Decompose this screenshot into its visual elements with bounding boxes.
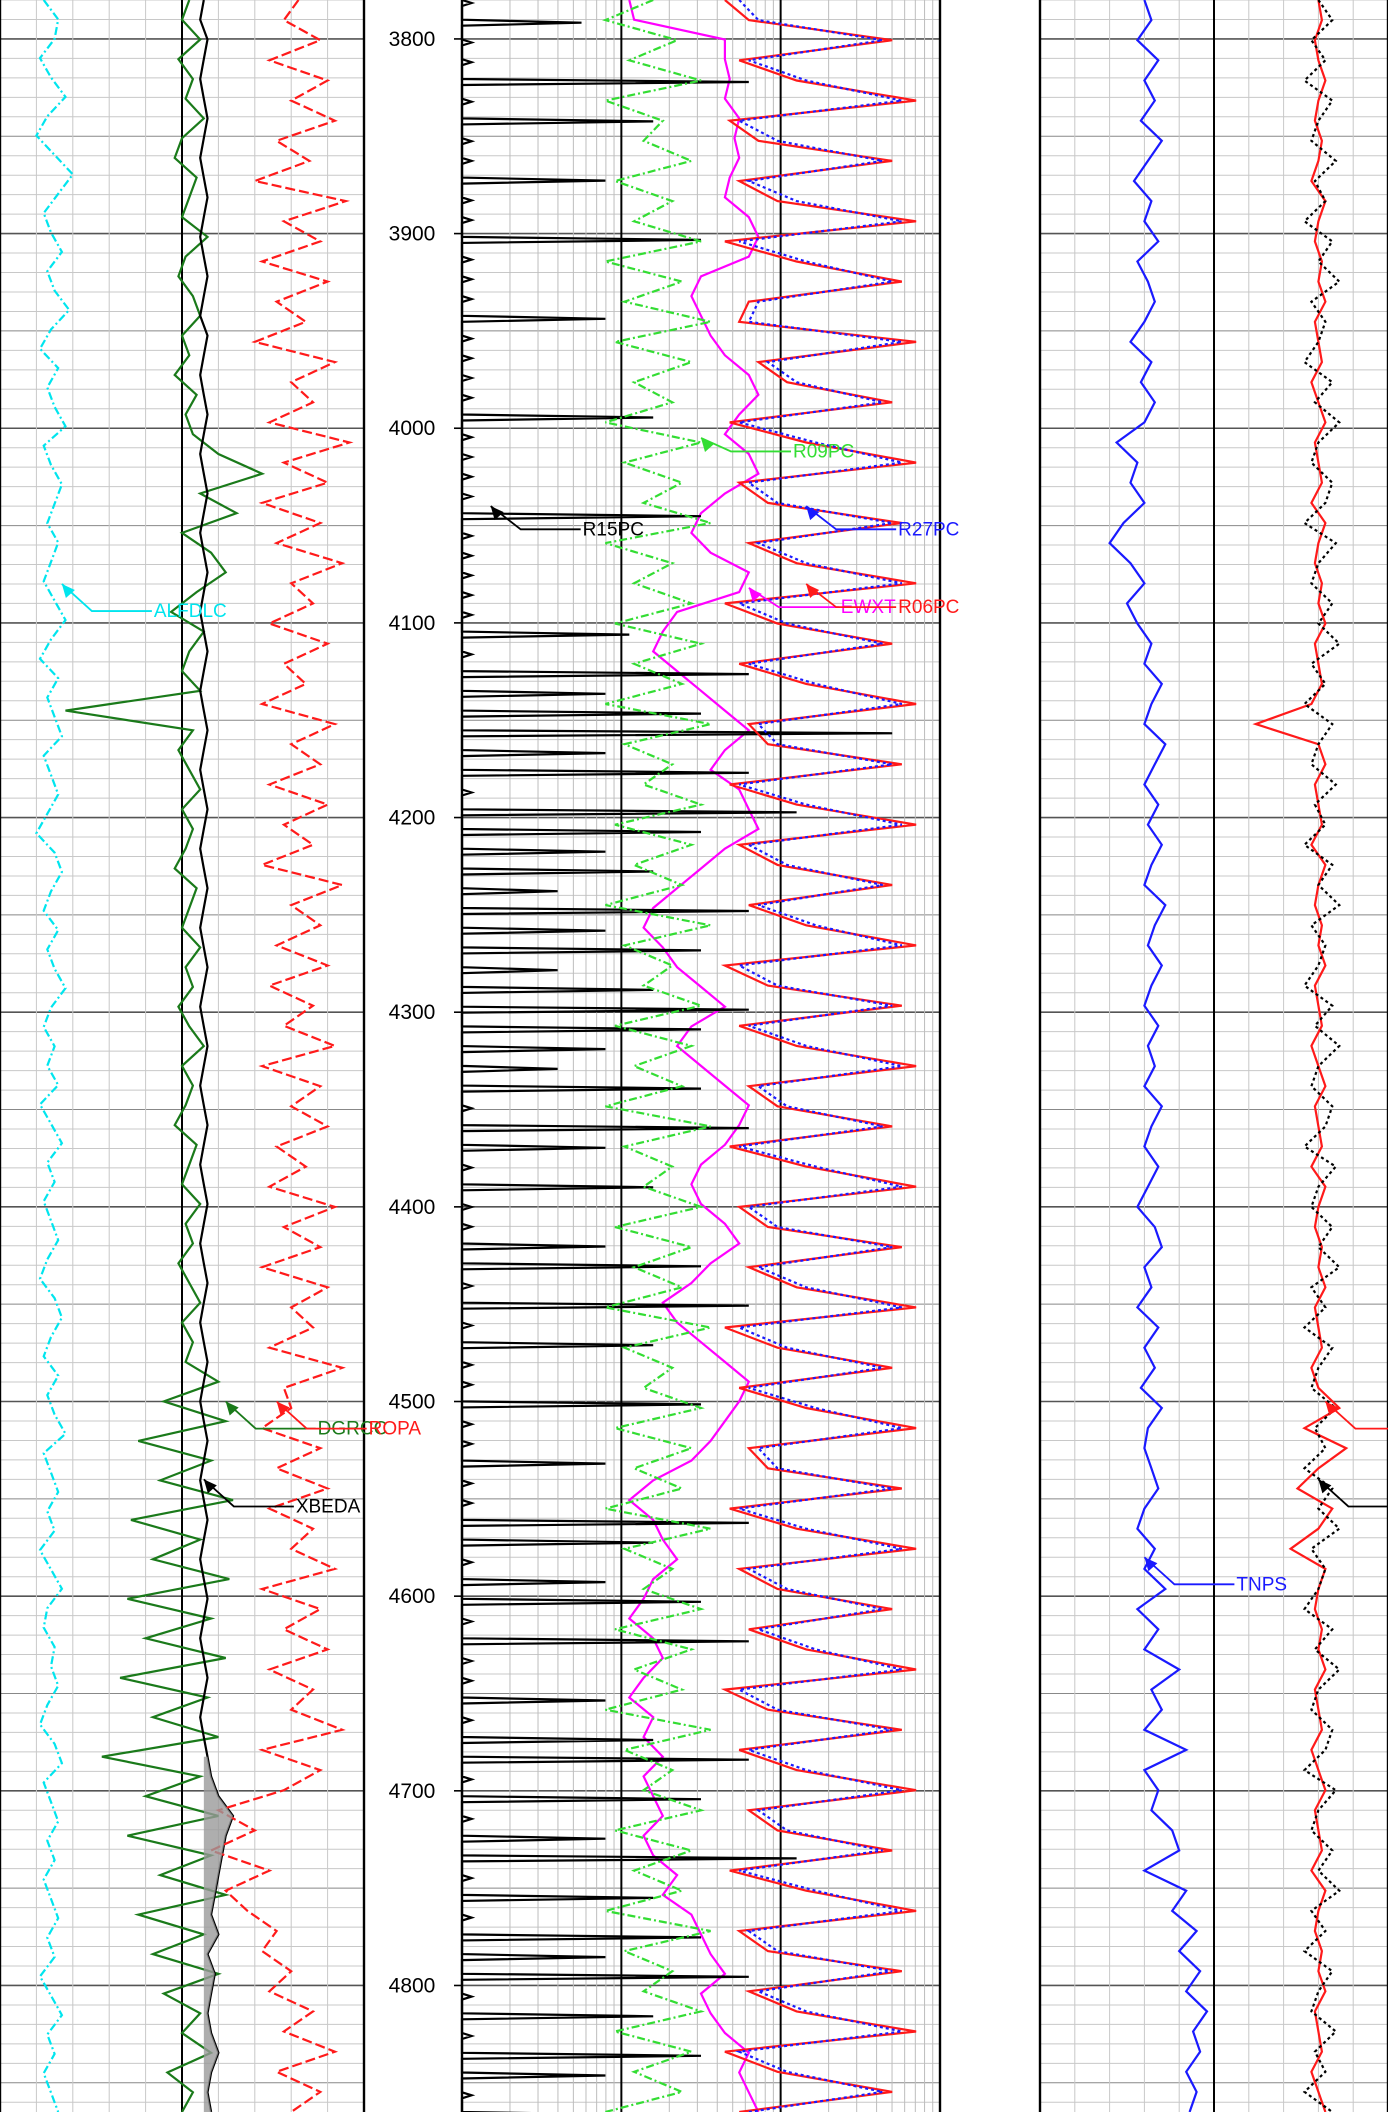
curve-ropa — [208, 0, 354, 2112]
depth-tick-label: 4500 — [389, 1391, 436, 1414]
curve-layer — [35, 0, 1349, 2112]
curve-dgrcc — [65, 0, 266, 2112]
depth-tick-label: 4800 — [389, 1974, 436, 1997]
curve-alfdlc — [35, 0, 75, 2112]
curve-label-alfdlc: ALFDLC — [154, 601, 227, 622]
curve-label-r09pc: R09PC — [793, 441, 854, 462]
depth-tick-label: 4100 — [389, 612, 436, 635]
label-leader — [61, 583, 152, 612]
curve-tnps — [1108, 0, 1209, 2112]
label-arrowhead — [806, 506, 820, 521]
curve-label-tnps: TNPS — [1236, 1574, 1287, 1595]
label-arrowhead — [225, 1401, 239, 1416]
curve-r06pc — [720, 0, 917, 2112]
depth-tick-label: 4000 — [389, 417, 436, 440]
xbeda-shading — [203, 1756, 233, 2112]
curve-labels: ALFDLCDGRCCXBEDAROPAEWXTR15PCR09PCR06PCR… — [61, 437, 1388, 1595]
curve-alcdlc — [1252, 0, 1349, 2112]
label-leader — [1324, 1400, 1388, 1430]
label-arrowhead — [1144, 1557, 1158, 1572]
depth-tick-label: 3800 — [389, 28, 436, 51]
depth-tick-label: 4600 — [389, 1585, 436, 1608]
curve-r15pc — [460, 0, 893, 2112]
label-arrowhead — [61, 583, 75, 598]
label-arrowhead — [490, 506, 504, 521]
curve-label-xbeda: XBEDA — [296, 1496, 361, 1517]
label-leader — [203, 1478, 294, 1508]
label-arrowhead — [1318, 1479, 1332, 1494]
label-arrowhead — [203, 1479, 217, 1494]
label-arrowhead — [748, 587, 762, 602]
depth-tick-label: 3900 — [389, 223, 436, 246]
curve-r09pc — [601, 0, 711, 2112]
depth-axis: 3800 3900 4000 4100 4200 4300 4400 4500 4600 4700… — [389, 28, 462, 1997]
label-arrowhead — [701, 437, 714, 452]
label-leader — [276, 1400, 367, 1430]
curve-label-r27pc: R27PC — [898, 519, 959, 540]
label-leader — [1143, 1556, 1235, 1586]
curve-xbeda — [199, 0, 235, 2112]
label-arrowhead — [276, 1401, 290, 1416]
label-leader — [1317, 1478, 1388, 1508]
depth-tick-label: 4200 — [389, 807, 436, 830]
label-arrowhead — [1325, 1401, 1339, 1416]
curve-label-r06pc: R06PC — [898, 597, 959, 618]
curve-aldclc — [1302, 0, 1342, 2112]
curve-label-r15pc: R15PC — [583, 519, 644, 540]
depth-tick-label: 4700 — [389, 1780, 436, 1803]
depth-tick-label: 4400 — [389, 1196, 436, 1219]
label-leader — [225, 1400, 316, 1430]
depth-tick-label: 4300 — [389, 1001, 436, 1024]
label-leader — [700, 437, 791, 453]
label-arrowhead — [806, 583, 820, 598]
curve-label-ropa: ROPA — [369, 1419, 422, 1440]
